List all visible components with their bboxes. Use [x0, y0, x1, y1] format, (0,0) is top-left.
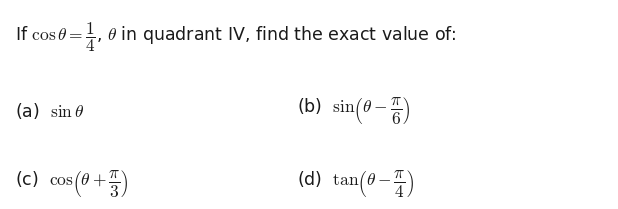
Text: (a)  $\sin\theta$: (a) $\sin\theta$: [15, 101, 85, 121]
Text: (c)  $\cos\!\left(\theta + \dfrac{\pi}{3}\right)$: (c) $\cos\!\left(\theta + \dfrac{\pi}{3}…: [15, 168, 129, 199]
Text: (d)  $\tan\!\left(\theta - \dfrac{\pi}{4}\right)$: (d) $\tan\!\left(\theta - \dfrac{\pi}{4}…: [297, 168, 413, 199]
Text: (b)  $\sin\!\left(\theta - \dfrac{\pi}{6}\right)$: (b) $\sin\!\left(\theta - \dfrac{\pi}{6}…: [297, 95, 410, 126]
Text: If $\cos\theta = \dfrac{1}{4}$, $\theta$ in quadrant IV, find the exact value of: If $\cos\theta = \dfrac{1}{4}$, $\theta$…: [15, 21, 457, 54]
